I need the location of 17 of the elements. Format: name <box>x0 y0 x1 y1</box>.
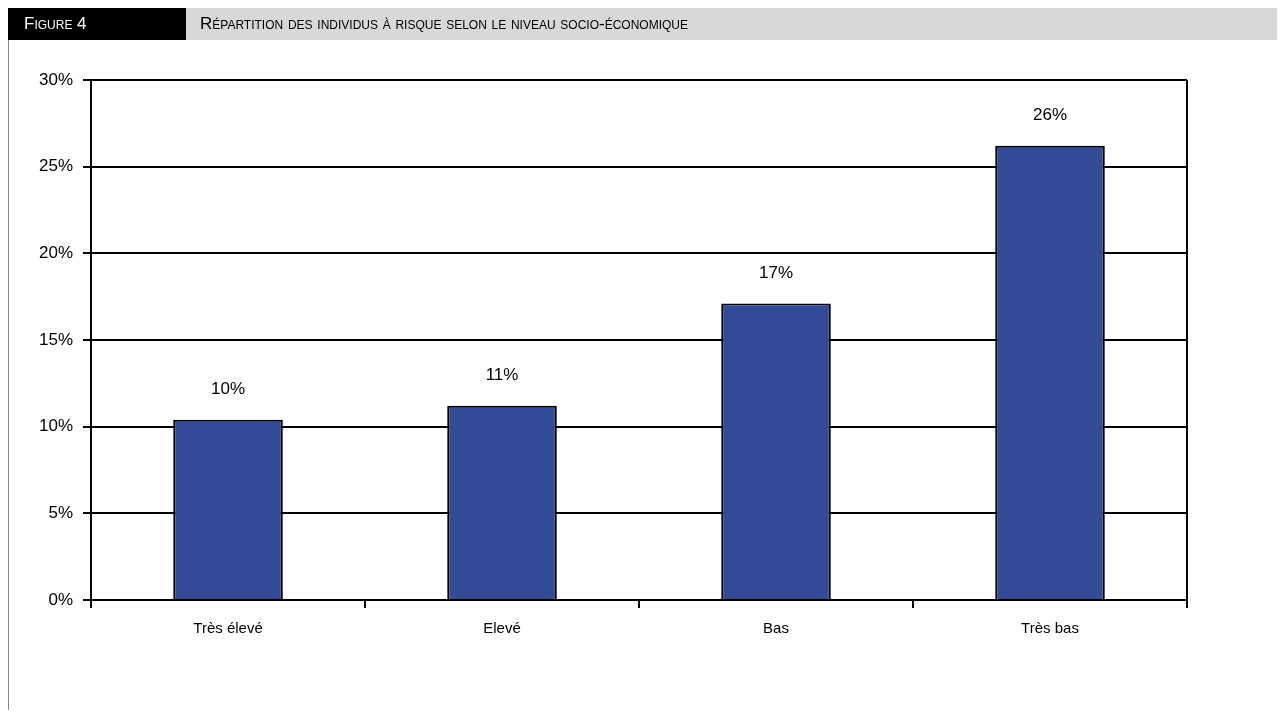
data-label: 11% <box>485 365 519 385</box>
y-tick-label: 30% <box>38 69 74 89</box>
data-label: 10% <box>211 378 246 398</box>
x-tick-label: Bas <box>763 619 789 637</box>
x-tick-label: Elevé <box>483 619 521 637</box>
data-label: 17% <box>758 262 794 282</box>
chart-title: Figure 4 <box>8 8 186 40</box>
y-tick-label: 0% <box>48 589 74 609</box>
y-tick-label: 20% <box>38 243 74 263</box>
y-tick-label: 25% <box>38 156 74 176</box>
data-label: 26% <box>1032 105 1068 125</box>
y-tick-label: 10% <box>38 416 74 436</box>
y-tick-label: 5% <box>48 503 74 523</box>
y-tick-label: 15% <box>38 329 74 349</box>
x-tick-label: Très élevé <box>193 619 263 637</box>
x-tick-label: Très bas <box>1021 619 1079 637</box>
chart-subtitle: Répartition des individus à risque selon le niveau socio-économique <box>199 13 690 35</box>
